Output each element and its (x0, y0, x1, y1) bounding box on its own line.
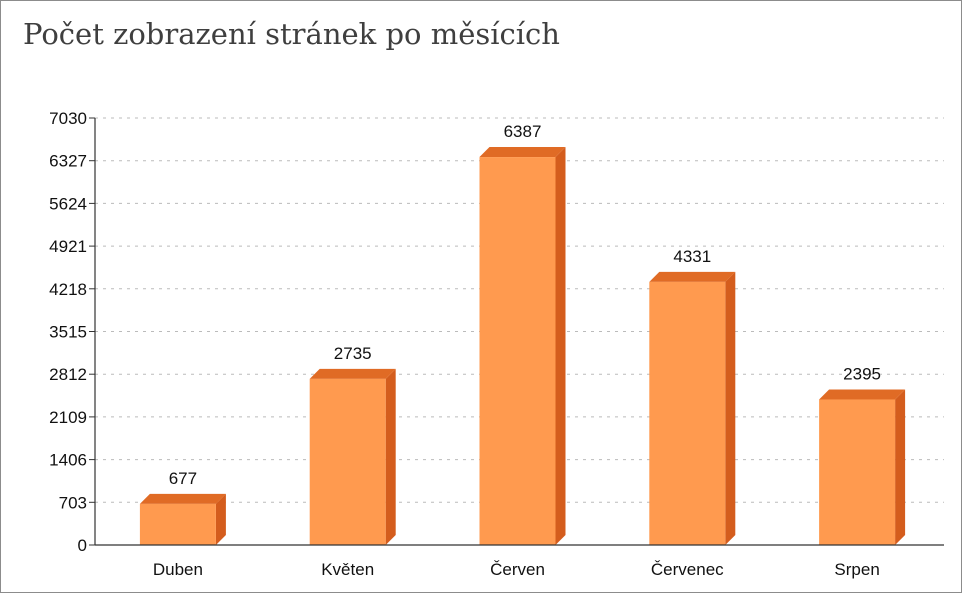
bars (139, 147, 906, 546)
chart-title: Počet zobrazení stránek po měsících (23, 17, 560, 51)
x-category-label: Červenec (651, 560, 724, 579)
bar-side (385, 368, 396, 545)
bar-side (215, 493, 226, 545)
axes (94, 118, 944, 546)
y-tick-label: 2812 (49, 365, 87, 384)
x-category-label: Červen (490, 560, 545, 579)
x-category-label: Srpen (834, 560, 879, 579)
bar-top (649, 271, 736, 282)
bar (819, 389, 906, 545)
bar-side (895, 389, 906, 545)
bar-front (309, 378, 386, 545)
y-tick-label: 6327 (49, 152, 87, 171)
bar-front (819, 399, 896, 545)
bar (479, 147, 566, 546)
bar-front (479, 157, 556, 546)
y-tick-label: 4218 (49, 280, 87, 299)
bar-front (139, 503, 216, 545)
bar-side (725, 271, 736, 545)
bar-side (555, 147, 566, 546)
data-label: 6387 (504, 122, 542, 141)
y-tick-label: 3515 (49, 323, 87, 342)
data-label: 2735 (334, 344, 372, 363)
bar-top (479, 147, 566, 158)
x-category-label: Duben (153, 560, 203, 579)
bar-top (139, 493, 226, 504)
bar (309, 368, 396, 545)
labels: 677 Duben 2735 Květen 6387 Červen 4331 Červenec… (153, 122, 881, 579)
bar (649, 271, 736, 545)
y-tick-label: 7030 (49, 109, 87, 128)
data-label: 677 (169, 469, 197, 488)
y-tick-label: 703 (59, 493, 87, 512)
y-axis-ticks: 0 703 1406 2109 2812 3515 4218 4921 5624 6327 7030 (49, 109, 95, 555)
y-tick-label: 4921 (49, 237, 87, 256)
y-tick-label: 2109 (49, 408, 87, 427)
bar-top (309, 368, 396, 379)
y-tick-label: 1406 (49, 451, 87, 470)
bar (139, 493, 226, 545)
bar-top (819, 389, 906, 400)
y-tick-label: 5624 (49, 194, 87, 213)
x-category-label: Květen (321, 560, 374, 579)
y-tick-label: 0 (78, 536, 87, 555)
data-label: 2395 (843, 365, 881, 384)
data-label: 4331 (673, 247, 711, 266)
bar-front (649, 281, 726, 545)
